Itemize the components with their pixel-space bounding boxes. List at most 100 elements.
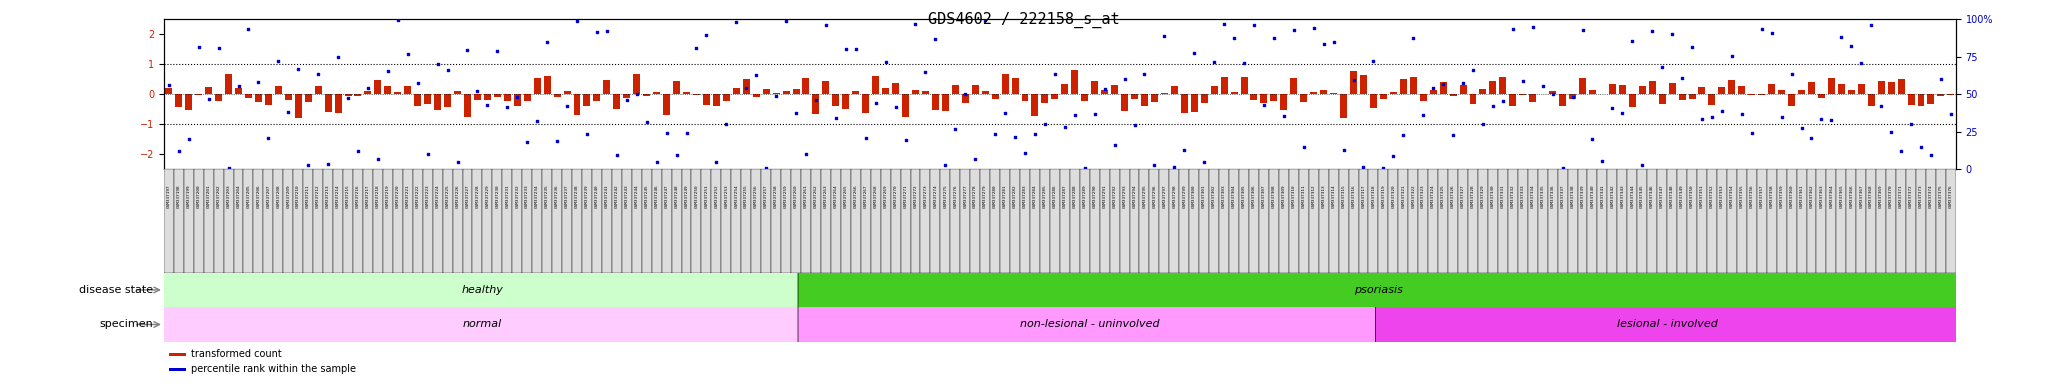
Bar [741, 169, 752, 273]
Bar [1497, 169, 1507, 273]
Text: GSM337308: GSM337308 [1272, 185, 1276, 208]
Point [1247, 101, 1280, 108]
Text: GSM337211: GSM337211 [307, 185, 309, 208]
Text: GSM337323: GSM337323 [1421, 185, 1425, 208]
Bar [203, 169, 213, 273]
Point [1386, 132, 1419, 138]
Text: GSM337216: GSM337216 [356, 185, 360, 208]
Bar [246, 94, 252, 98]
Point [1765, 114, 1798, 120]
Bar [395, 92, 401, 94]
Bar [1120, 94, 1128, 111]
Bar [1061, 84, 1069, 94]
Point [1397, 35, 1430, 41]
Text: GSM337243: GSM337243 [625, 185, 629, 208]
Bar [1110, 169, 1120, 273]
Text: GSM337293: GSM337293 [1122, 185, 1126, 208]
Bar [1886, 169, 1896, 273]
Bar [1628, 169, 1636, 273]
Bar [932, 94, 938, 111]
Point [1296, 25, 1329, 31]
Bar [582, 169, 592, 273]
Point [791, 151, 823, 157]
Bar [1808, 82, 1815, 94]
Bar [264, 169, 272, 273]
Bar [1380, 94, 1386, 99]
Point [1456, 67, 1489, 73]
Bar [432, 169, 442, 273]
Bar [571, 169, 582, 273]
Bar [692, 94, 700, 95]
Bar [174, 169, 184, 273]
Bar [1221, 78, 1227, 94]
Bar [1530, 94, 1536, 102]
Text: GSM337307: GSM337307 [1262, 185, 1266, 208]
Text: GSM337355: GSM337355 [1741, 185, 1743, 208]
Point [1786, 125, 1819, 131]
Bar [1022, 94, 1028, 101]
Point [879, 104, 911, 111]
Text: GSM337347: GSM337347 [1661, 185, 1665, 208]
Text: GSM337228: GSM337228 [475, 185, 479, 208]
Bar [870, 169, 881, 273]
Text: GSM337282: GSM337282 [1014, 185, 1018, 208]
Text: GSM337212: GSM337212 [315, 185, 319, 208]
Point [580, 28, 612, 35]
Bar [403, 169, 414, 273]
Point [920, 36, 952, 42]
Bar [1260, 169, 1270, 273]
Bar [315, 86, 322, 94]
Bar [862, 94, 868, 113]
Bar [1618, 169, 1628, 273]
Text: GSM337280: GSM337280 [993, 185, 997, 208]
Text: GSM337219: GSM337219 [385, 185, 389, 208]
Point [1446, 80, 1479, 86]
Text: GSM337326: GSM337326 [1452, 185, 1454, 208]
Point [203, 45, 236, 51]
Bar [1647, 169, 1657, 273]
Text: GSM337276: GSM337276 [952, 185, 956, 208]
Point [1337, 76, 1370, 83]
Bar [1817, 169, 1827, 273]
Text: GSM337271: GSM337271 [903, 185, 907, 208]
Text: GSM337374: GSM337374 [1929, 185, 1933, 208]
Text: GSM337259: GSM337259 [784, 185, 788, 208]
Bar [1559, 169, 1567, 273]
Point [1028, 121, 1061, 127]
Point [571, 131, 604, 137]
Point [1935, 111, 1968, 118]
Text: GSM337250: GSM337250 [694, 185, 698, 208]
Bar [393, 169, 403, 273]
Bar [1507, 169, 1518, 273]
Point [221, 83, 254, 89]
Bar [999, 169, 1010, 273]
Text: GSM337370: GSM337370 [1888, 185, 1892, 208]
Bar [1868, 94, 1874, 106]
Text: GSM337257: GSM337257 [764, 185, 768, 208]
Bar [1579, 78, 1585, 94]
Bar [553, 169, 561, 273]
Bar [1489, 169, 1497, 273]
Point [1407, 111, 1440, 118]
Bar [1518, 169, 1528, 273]
Bar [1460, 85, 1466, 94]
Bar [543, 169, 553, 273]
Point [530, 39, 563, 45]
Bar [772, 93, 780, 94]
Text: GSM337274: GSM337274 [934, 185, 938, 208]
Bar [1888, 82, 1894, 94]
Text: GSM337197: GSM337197 [166, 185, 170, 208]
Bar [1698, 169, 1706, 273]
Text: GSM337273: GSM337273 [924, 185, 928, 208]
Bar [1130, 94, 1139, 99]
Bar [535, 78, 541, 94]
Bar [831, 169, 842, 273]
Point [1616, 38, 1649, 44]
Text: GSM337214: GSM337214 [336, 185, 340, 208]
Text: GSM337241: GSM337241 [604, 185, 608, 208]
Bar [1509, 94, 1516, 106]
Bar [831, 94, 840, 106]
Point [1595, 105, 1628, 111]
Bar [1030, 169, 1040, 273]
Bar [422, 169, 432, 273]
